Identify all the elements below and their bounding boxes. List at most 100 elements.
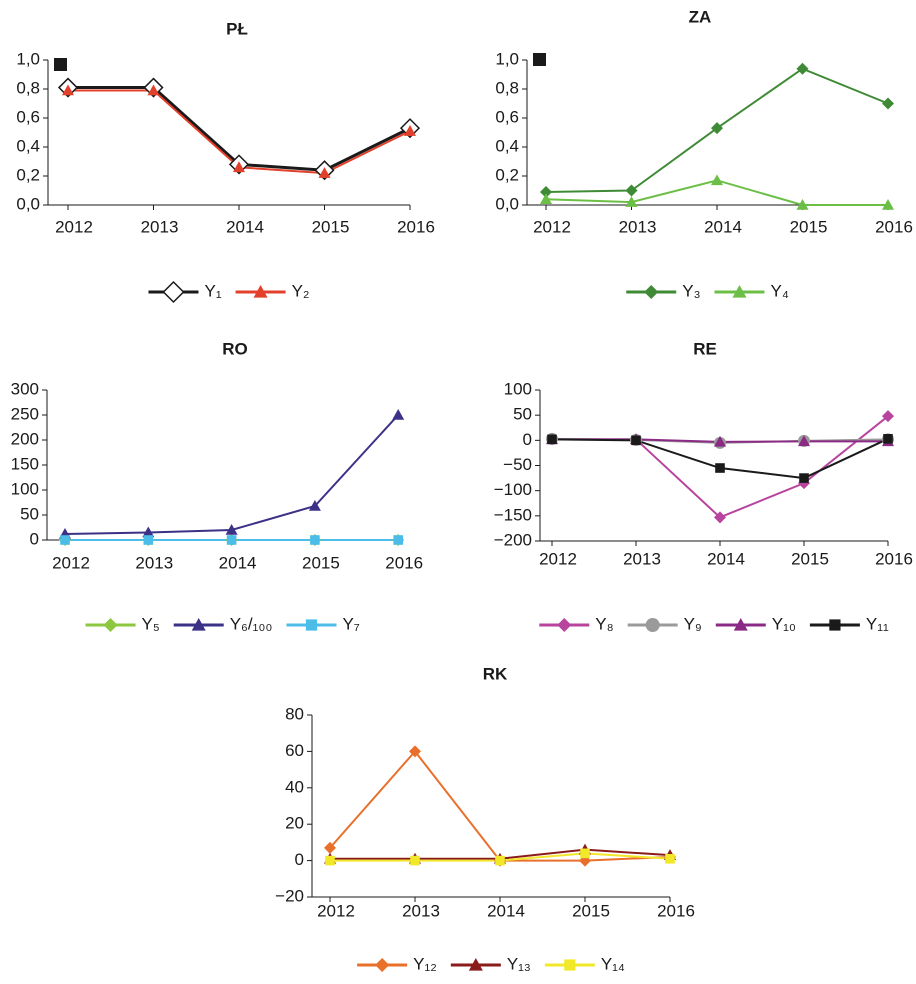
data-point [711,122,723,135]
y-tick-label: 0,8 [16,78,40,97]
data-point [715,463,725,473]
y-tick-label: 1,0 [495,49,519,68]
x-tick-label: 2015 [790,217,828,236]
legend-marker [733,618,748,631]
y-tick-label: 50 [20,504,39,523]
legend-label: Y₉ [684,614,702,633]
y-tick-label: 0 [523,430,532,449]
x-tick-label: 2014 [487,901,525,920]
legend-marker [103,618,118,632]
chart-title: RO [222,339,248,358]
x-tick-label: 2013 [141,217,179,236]
y-tick-label: −100 [494,480,532,499]
y-tick-label: 0,2 [495,165,519,184]
y-tick-label: 0,6 [495,107,519,126]
data-point [324,841,336,854]
legend-marker [829,619,841,631]
data-point [625,184,638,197]
data-point [714,511,726,524]
x-tick-label: 2015 [312,217,350,236]
y-tick-label: 100 [11,479,39,498]
data-point [714,435,726,447]
chart-title: RK [483,664,508,683]
data-point [580,848,590,859]
y-tick-label: 0,4 [16,136,40,155]
y-tick-label: −150 [494,505,532,524]
y-tick-label: −20 [275,886,304,905]
chart-title: ZA [689,7,712,26]
data-point [547,434,557,445]
y-tick-label: 200 [11,429,39,448]
y-tick-label: 0,0 [495,194,519,213]
data-point [404,125,416,136]
x-tick-label: 2014 [226,217,264,236]
x-tick-label: 2014 [704,217,742,236]
y-tick-label: 0,0 [16,194,40,213]
legend-marker [645,618,660,632]
legend-marker [557,618,572,632]
data-point [325,855,335,866]
y-tick-label: 300 [11,379,39,398]
y-tick-label: 250 [11,404,39,423]
data-point [392,409,405,420]
data-point [308,500,321,511]
y-tick-label: 0,6 [16,107,40,126]
corner-marker [533,53,546,66]
data-point [225,524,238,535]
x-tick-label: 2015 [791,549,829,568]
y-tick-label: 60 [285,741,304,760]
legend: Y₃ Y₄ [626,281,789,300]
x-tick-label: 2013 [402,901,440,920]
data-point [142,526,155,538]
data-point [147,84,160,96]
legend-label: Y₈ [595,614,613,633]
data-point [665,853,675,864]
data-point [711,174,723,186]
legend-label: Y₁₁ [866,614,889,633]
y-tick-label: 0,8 [495,78,519,97]
data-point [540,193,552,204]
legend-marker [191,618,206,631]
x-tick-label: 2016 [397,217,435,236]
legend-label: Y₁₀ [772,614,796,633]
series-line [64,414,399,535]
legend-label: Y₇ [342,614,359,633]
chart: ZA 0,0 0,2 0,4 0,6 0,8 1,0 2012 2013 2014 2015 2016… [495,7,913,300]
x-tick-label: 2016 [657,901,695,920]
x-tick-label: 2016 [385,553,423,572]
data-point [495,855,505,866]
legend: Y₈ Y₉ Y₁₀ Y₁₁ [539,614,889,633]
data-point [799,473,809,483]
legend: Y₁₂ Y₁₃ Y₁₄ [357,954,625,973]
legend-marker [644,285,659,299]
x-tick-label: 2013 [623,549,661,568]
y-tick-label: 150 [11,454,39,473]
data-point [60,535,70,545]
corner-marker [54,58,67,71]
legend-label: Y₁₄ [601,954,625,973]
x-tick-label: 2014 [219,553,257,572]
data-point [540,185,552,198]
legend-marker [305,619,318,631]
chart: PŁ 0,0 0,2 0,4 0,6 0,8 1,0 2012 2013 2014 2015 2016… [16,19,435,304]
y-tick-label: 80 [285,704,304,723]
data-point [883,434,893,444]
chart: RE −200 −150 −100 −50 0 50 100 2012 2013 2014 2015 2… [494,339,913,633]
x-tick-label: 2015 [572,901,610,920]
legend-label: Y₁ [204,281,221,300]
y-tick-label: 0,4 [495,136,519,155]
legend-marker [253,285,268,298]
x-tick-label: 2015 [302,553,340,572]
x-tick-label: 2012 [539,549,577,568]
chart-title: PŁ [226,19,248,38]
data-point [798,435,810,447]
legend-marker [564,959,576,971]
x-tick-label: 2012 [55,217,93,236]
legend-marker [162,280,185,304]
legend-label: Y₂ [292,281,310,300]
y-tick-label: 0 [295,850,304,869]
legend-label: Y₄ [770,281,788,300]
x-tick-label: 2013 [619,217,657,236]
data-point [796,62,809,75]
